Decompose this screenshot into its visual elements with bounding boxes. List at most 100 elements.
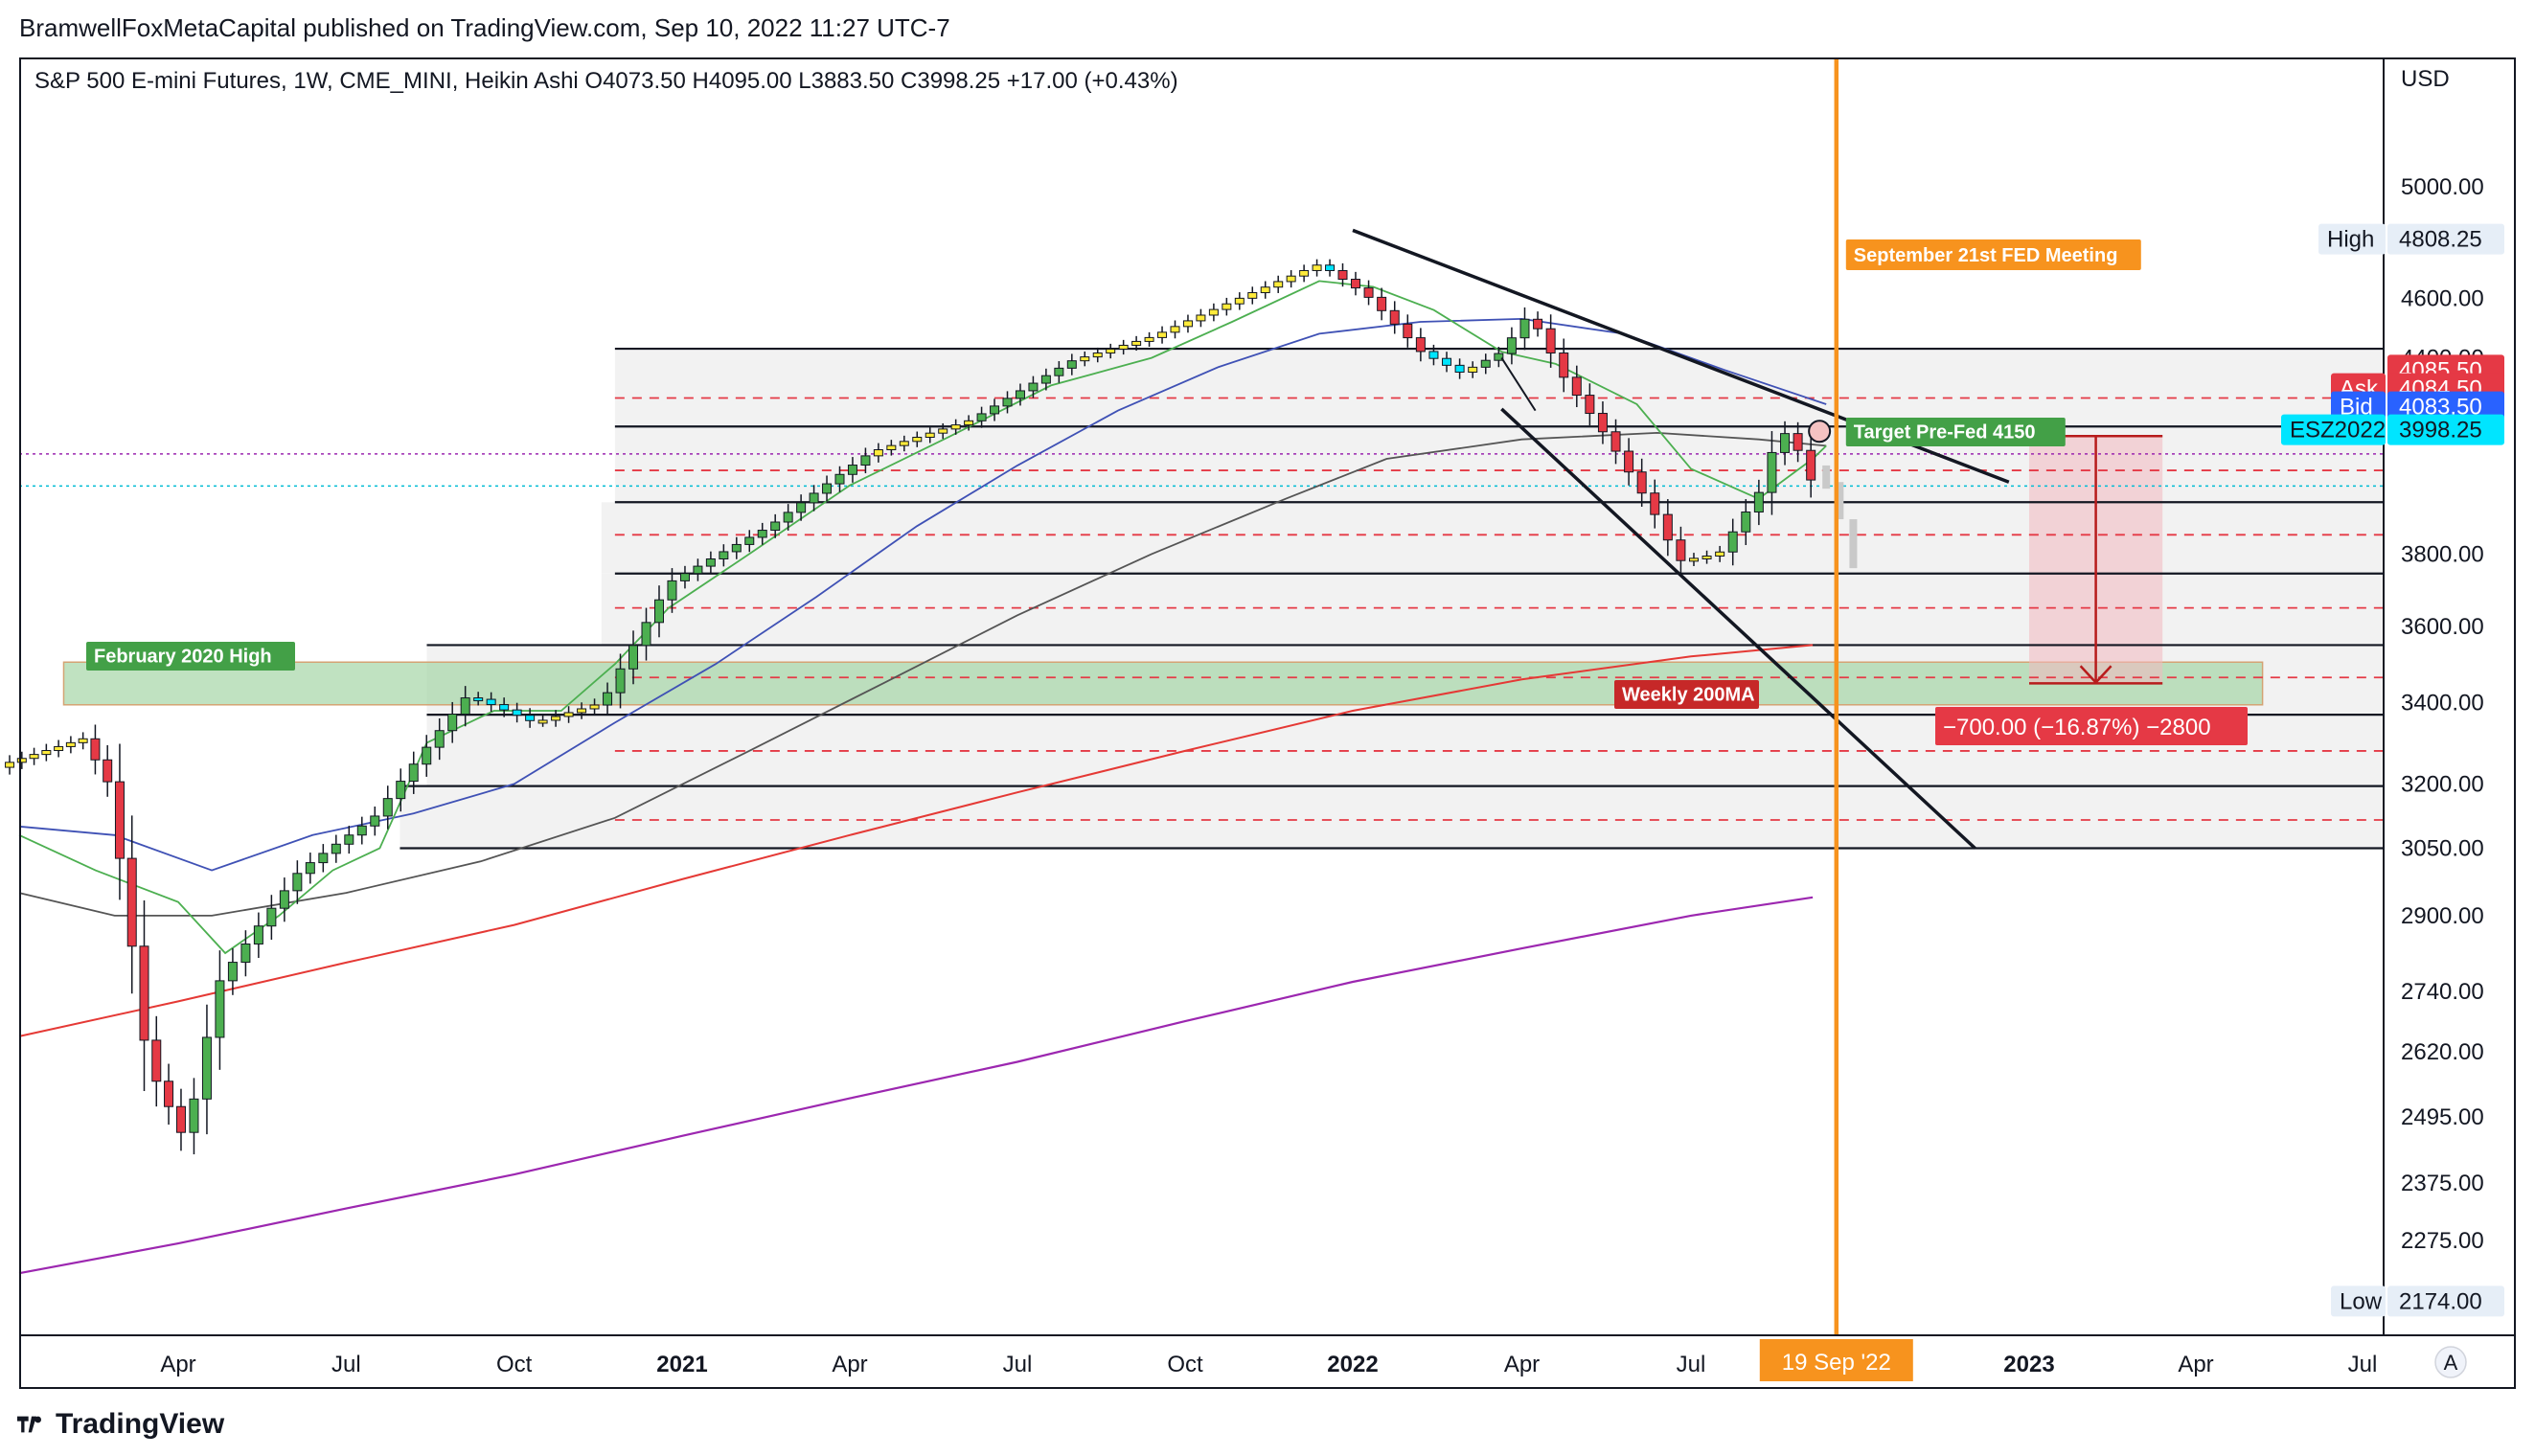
candle-body <box>422 746 432 765</box>
candle-body <box>1415 337 1426 353</box>
candle-body <box>78 738 88 743</box>
candle-body <box>615 668 626 694</box>
price-name-bg <box>2331 1285 2386 1317</box>
candle-body <box>473 697 484 702</box>
candle-body <box>1741 512 1751 533</box>
candle-body <box>1480 359 1491 368</box>
candle-body <box>1610 431 1621 452</box>
price-tick: 3200.00 <box>2401 771 2484 797</box>
candle-body <box>240 944 251 964</box>
candle-body <box>279 890 289 909</box>
candle-body <box>215 980 225 1038</box>
candle-body <box>1325 264 1336 271</box>
candle-body <box>1299 269 1310 277</box>
candle-body <box>1363 287 1374 298</box>
ma200-label-bg <box>1614 680 1759 709</box>
candles <box>5 259 1858 1155</box>
chart-frame <box>19 57 2516 1389</box>
ma-long-line <box>18 896 1814 1275</box>
support-trendline <box>1500 407 1976 850</box>
candle-body <box>847 465 857 475</box>
candle-body <box>5 762 15 768</box>
candle-body <box>822 483 833 494</box>
candle-body <box>1028 382 1039 392</box>
candle-body <box>757 530 767 538</box>
time-tick: Apr <box>1504 1352 1540 1377</box>
candle-body <box>1753 491 1764 513</box>
candle-body <box>912 436 923 443</box>
feb-2020-high-label-bg <box>86 642 295 671</box>
time-tick: 2022 <box>1327 1352 1378 1377</box>
candle-body <box>667 580 677 601</box>
candle-body <box>344 834 354 845</box>
candle-body <box>1506 337 1517 354</box>
candle-body <box>1247 292 1258 299</box>
candle-body <box>1571 376 1582 397</box>
level-lines <box>19 347 2384 850</box>
price-tick: 2740.00 <box>2401 979 2484 1005</box>
candle-body <box>1286 275 1296 283</box>
candle-body <box>29 754 39 760</box>
price-label-bg <box>2387 414 2504 445</box>
ema20-line <box>18 280 1827 955</box>
candle-body <box>1545 328 1556 354</box>
candle-body <box>719 551 729 559</box>
candle-body <box>1144 336 1154 342</box>
candle-body <box>164 1081 174 1107</box>
candle-body <box>1454 364 1465 374</box>
tradingview-logo-icon <box>17 1416 41 1433</box>
candle-body <box>1793 433 1803 451</box>
candle-body <box>834 473 845 485</box>
price-name-bg <box>2318 223 2386 255</box>
candle-body <box>486 698 496 706</box>
candle-body <box>603 692 613 706</box>
candle-body <box>126 857 137 947</box>
price-tick: 2375.00 <box>2401 1171 2484 1196</box>
candle-body <box>679 573 690 581</box>
candle-body <box>103 759 113 783</box>
candle-body <box>731 543 742 553</box>
candle-body <box>499 704 510 711</box>
auto-scale-icon[interactable]: A <box>2444 1351 2458 1375</box>
candle-body <box>589 704 600 710</box>
candle-body <box>1559 353 1569 378</box>
candle-body <box>1196 314 1206 322</box>
candle-body <box>1662 513 1673 541</box>
time-label-bg <box>1759 1339 1913 1381</box>
candle-body <box>114 781 125 859</box>
time-tick: 2023 <box>2003 1352 2054 1377</box>
projection-candle <box>1822 465 1831 489</box>
candle-body <box>1015 390 1025 399</box>
candle-body <box>990 405 1000 415</box>
candle-body <box>950 424 961 430</box>
time-tick: Jul <box>1003 1352 1033 1377</box>
candle-body <box>938 428 948 434</box>
candle-body <box>1389 309 1400 325</box>
candle-body <box>1002 398 1013 407</box>
candle-body <box>1118 344 1129 350</box>
candle-body <box>331 843 341 854</box>
candle-body <box>1054 367 1064 376</box>
candle-body <box>525 715 536 721</box>
candle-body <box>899 441 909 446</box>
publish-line: BramwellFoxMetaCapital published on Trad… <box>19 13 950 42</box>
candle-body <box>356 825 367 836</box>
auto-scale-button <box>2434 1346 2467 1378</box>
candle-body <box>408 763 419 783</box>
candle-body <box>434 730 445 748</box>
price-tick: 3800.00 <box>2401 541 2484 567</box>
candle-body <box>577 708 587 714</box>
price-label-bg <box>2387 1285 2504 1317</box>
ma200-line <box>18 644 1814 1037</box>
price-tick: 2495.00 <box>2401 1104 2484 1130</box>
time-tick: Jul <box>2348 1352 2378 1377</box>
time-tick: Jul <box>331 1352 361 1377</box>
projection-candle <box>1849 519 1858 569</box>
chart[interactable]: September 21st FED Meeting Target Pre-Fed… <box>0 0 2535 1391</box>
axes: USD5000.004600.004400.003800.003600.0034… <box>19 59 2516 1381</box>
candle-body <box>1080 356 1090 362</box>
candle-body <box>1182 320 1193 328</box>
candle-body <box>1780 433 1791 453</box>
ema100-line <box>18 431 1827 917</box>
candle-body <box>382 798 393 817</box>
